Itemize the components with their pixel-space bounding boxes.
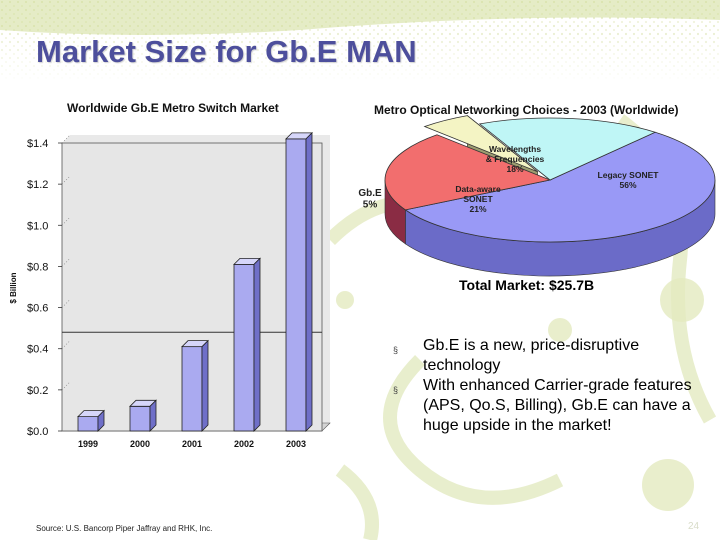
pie-slice-value: 56%	[619, 180, 636, 190]
y-tick-label: $0.0	[27, 426, 48, 438]
pie-slice-value: 5%	[363, 200, 378, 211]
pie-chart-title: Metro Optical Networking Choices - 2003 …	[374, 103, 679, 117]
tick-guide	[61, 258, 71, 267]
bar	[77, 409, 105, 432]
pie-slice	[423, 115, 538, 173]
pie-slice-label: Wavelengths	[489, 144, 541, 154]
pie-slice-value: 18%	[506, 164, 523, 174]
bar	[233, 257, 261, 432]
tick-guide	[61, 340, 71, 349]
pie-slice-label: Data-aware	[455, 184, 501, 194]
y-tick-label: $1.4	[27, 138, 48, 150]
pie-slice-label: Gb.E	[358, 188, 382, 199]
slide-title: Market Size for Gb.E MAN	[36, 34, 417, 69]
bar-side	[149, 399, 157, 432]
bullet-text: With enhanced Carrier-grade features (AP…	[423, 377, 692, 434]
pie-slice-label: & Frequencies	[486, 154, 545, 164]
tick-guide	[61, 381, 71, 391]
bullet-list: § Gb.E is a new, price-disruptive technol…	[393, 336, 693, 436]
bullet-item: § With enhanced Carrier-grade features (A…	[393, 376, 693, 436]
tick-guide	[61, 175, 71, 185]
tick-guide	[61, 217, 71, 226]
y-tick-label: $0.4	[27, 344, 48, 356]
bar	[285, 131, 313, 432]
pie-slice-value: 21%	[469, 204, 486, 214]
pie-slice-label: Legacy SONET	[598, 170, 660, 180]
bar-chart-title: Worldwide Gb.E Metro Switch Market	[67, 101, 279, 115]
y-axis-label: $ Billion	[9, 272, 18, 303]
bar	[181, 339, 209, 432]
pie-slice	[404, 131, 716, 243]
bullet-icon: §	[393, 385, 399, 395]
source-note: Source: U.S. Bancorp Piper Jaffray and R…	[36, 524, 213, 533]
x-tick-label: 1999	[78, 439, 98, 449]
bullet-text: Gb.E is a new, price-disruptive technolo…	[423, 337, 640, 374]
x-tick-label: 2000	[130, 439, 150, 449]
tick-guide	[61, 134, 71, 144]
y-tick-label: $1.0	[27, 220, 48, 232]
pie-slice	[478, 117, 657, 181]
pie-slice	[384, 134, 552, 211]
y-tick-label: $1.2	[27, 179, 48, 191]
bar-side	[253, 257, 261, 432]
slide-number: 24	[688, 521, 700, 532]
bar-side	[305, 131, 313, 432]
bar-side	[201, 339, 209, 432]
bar-side	[97, 409, 105, 432]
x-tick-label: 2002	[234, 439, 254, 449]
pie-slice-label: SONET	[463, 194, 493, 204]
y-tick-label: $0.6	[27, 303, 48, 315]
y-tick-label: $0.2	[27, 385, 48, 397]
bar	[129, 399, 157, 432]
x-tick-label: 2001	[182, 439, 202, 449]
y-tick-label: $0.8	[27, 261, 48, 273]
x-tick-label: 2003	[286, 439, 306, 449]
tick-guide	[61, 299, 71, 308]
bullet-item: § Gb.E is a new, price-disruptive technol…	[393, 336, 693, 376]
total-market-label: Total Market: $25.7B	[459, 277, 595, 293]
bullet-icon: §	[393, 345, 399, 355]
